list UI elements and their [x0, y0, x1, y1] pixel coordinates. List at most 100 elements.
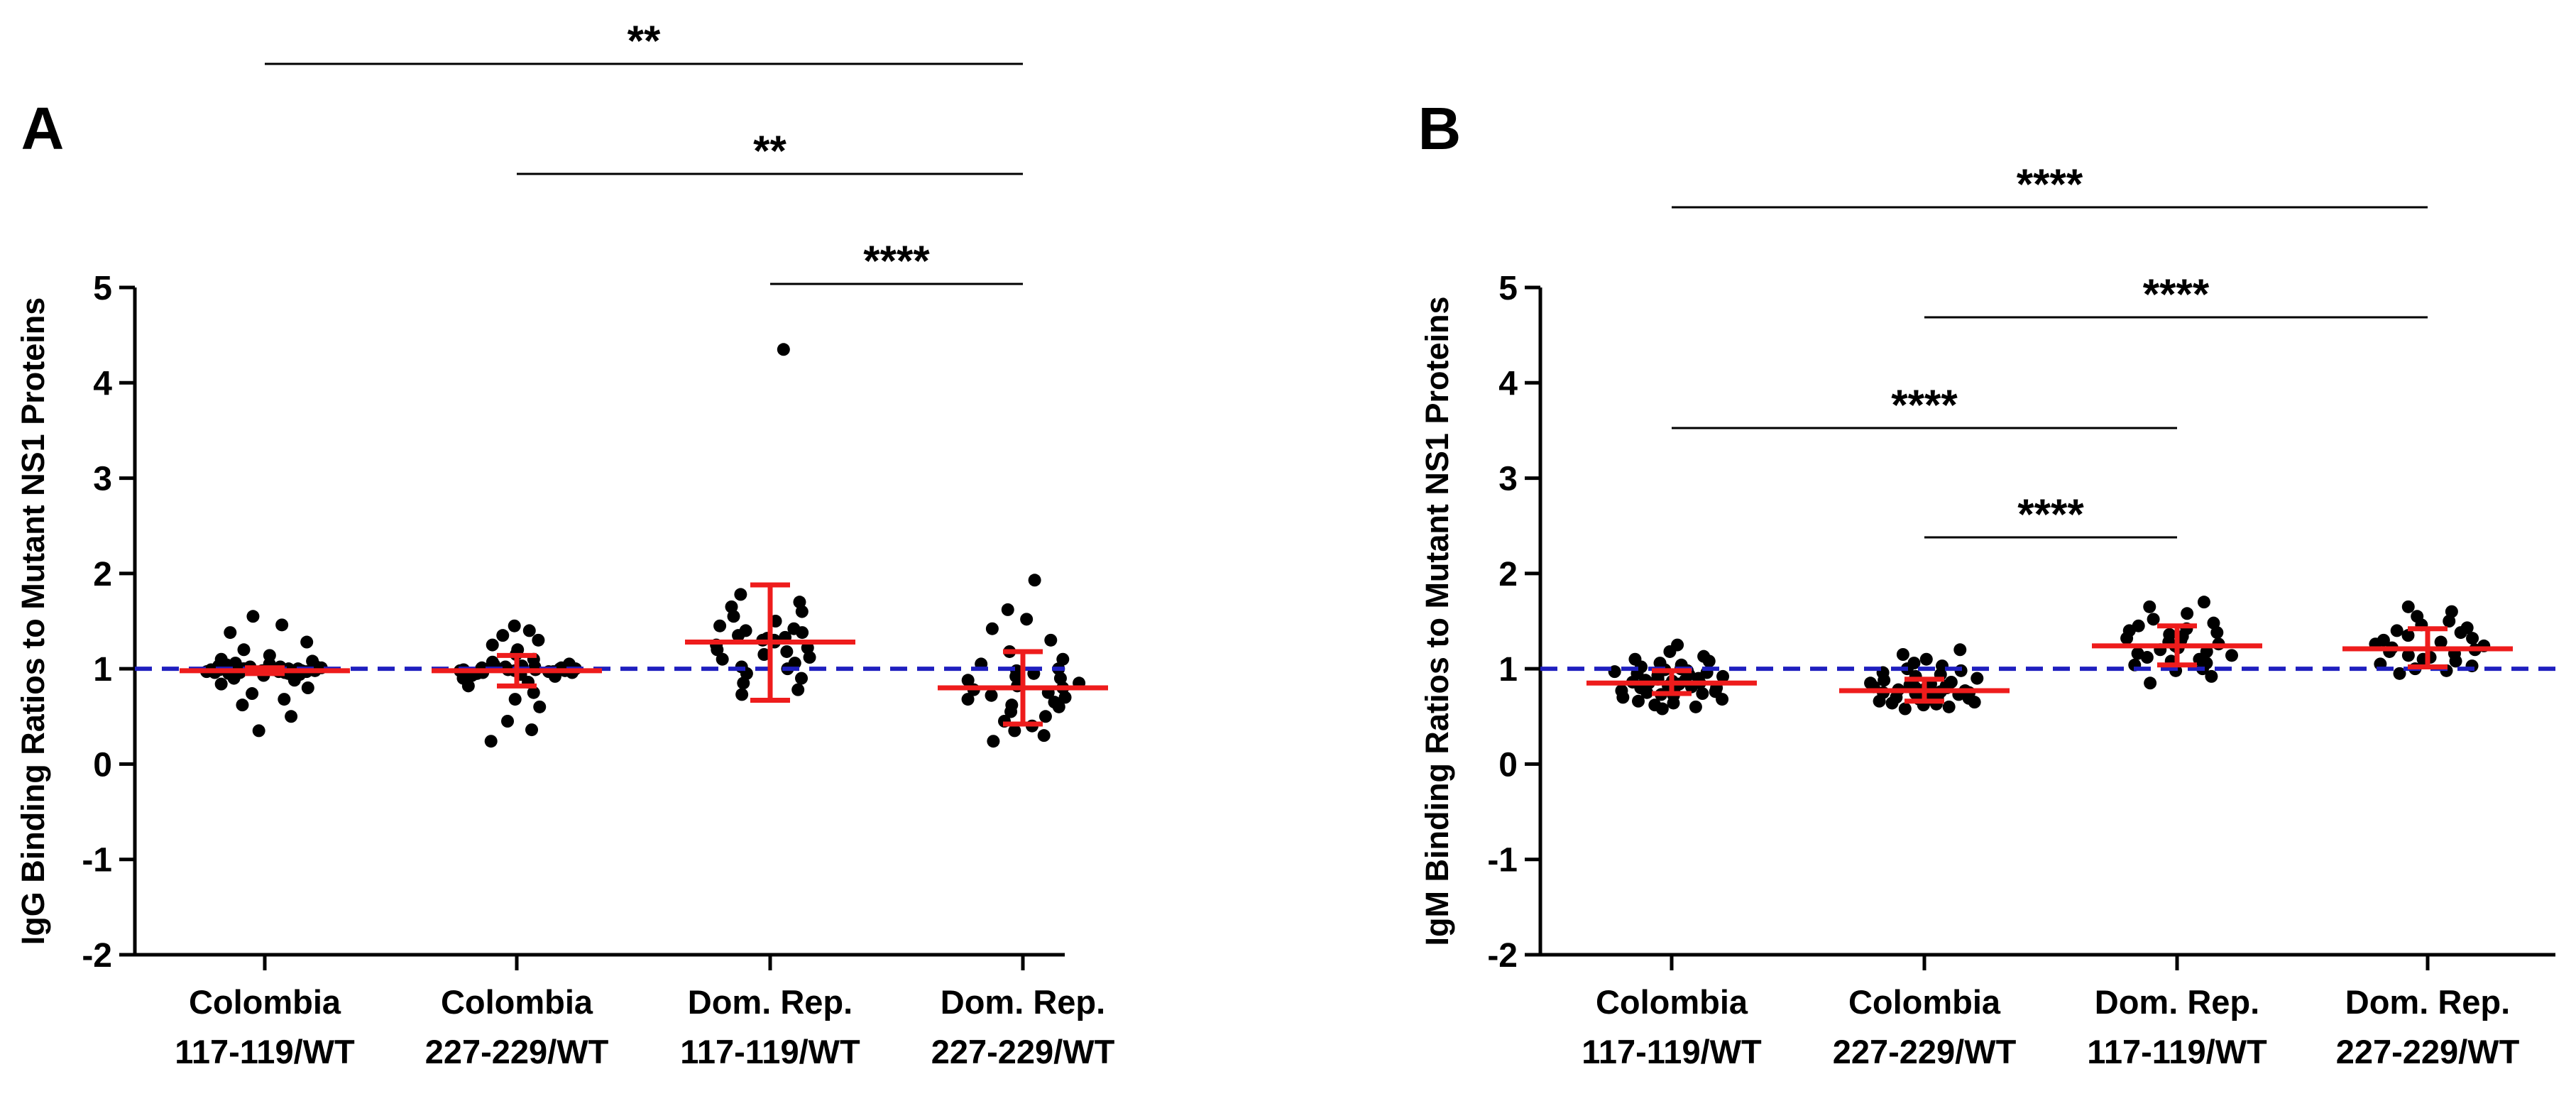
- data-point: [735, 688, 749, 701]
- data-point: [2460, 621, 2474, 635]
- data-point: [803, 651, 816, 664]
- data-point: [501, 715, 515, 728]
- data-point: [2434, 635, 2448, 649]
- x-tick-label-line1: Colombia: [441, 983, 593, 1021]
- y-tick-label: -2: [1487, 937, 1518, 975]
- data-point: [1005, 698, 1019, 712]
- y-tick-label: 0: [93, 746, 112, 784]
- y-tick-label: 2: [93, 556, 112, 593]
- x-tick-label-line1: Colombia: [1596, 983, 1748, 1021]
- data-point: [236, 698, 249, 712]
- data-point: [1048, 696, 1061, 709]
- data-point: [252, 724, 265, 738]
- data-point: [214, 652, 228, 666]
- data-point: [532, 633, 545, 647]
- y-axis-label: IgM Binding Ratios to Mutant NS1 Protein…: [1419, 297, 1455, 946]
- data-point: [2181, 607, 2194, 620]
- data-point: [1953, 643, 1967, 657]
- y-tick-label: 0: [1498, 746, 1518, 784]
- x-tick-label-line2: 117-119/WT: [175, 1033, 355, 1070]
- data-point: [486, 655, 499, 669]
- data-point: [2401, 629, 2415, 642]
- y-tick-label: 3: [93, 461, 112, 498]
- significance-label: ****: [1891, 381, 1958, 429]
- data-point: [1971, 672, 1984, 685]
- y-tick-label: 1: [93, 651, 112, 689]
- data-point: [1898, 702, 1912, 716]
- y-tick-label: -2: [82, 937, 112, 975]
- x-tick-label-line1: Dom. Rep.: [941, 983, 1105, 1021]
- data-point: [725, 600, 738, 613]
- data-point: [1028, 574, 1041, 587]
- data-point: [1716, 669, 1730, 683]
- data-point: [2144, 676, 2157, 690]
- y-tick-label: 4: [1498, 365, 1518, 402]
- data-point: [961, 674, 975, 687]
- data-point: [1058, 691, 1072, 704]
- panel-a: A IgG Binding Ratios to Mutant NS1 Protei…: [15, 17, 1115, 1070]
- data-point: [527, 686, 540, 699]
- data-point: [2147, 613, 2160, 626]
- x-tick-label-line1: Dom. Rep.: [2095, 983, 2259, 1021]
- significance-label: **: [753, 127, 786, 175]
- significance-label: ****: [2017, 491, 2084, 538]
- data-point: [224, 626, 237, 640]
- x-tick-label-line1: Colombia: [1848, 983, 2001, 1021]
- x-tick-label-line2: 117-119/WT: [2087, 1033, 2267, 1070]
- data-point: [301, 681, 314, 694]
- data-point: [508, 693, 522, 706]
- data-point: [713, 619, 727, 632]
- data-point: [285, 710, 298, 723]
- significance-label: ****: [2143, 270, 2210, 318]
- data-point: [2143, 600, 2156, 613]
- data-point: [237, 643, 251, 657]
- data-point: [734, 588, 747, 601]
- data-point: [1008, 724, 1021, 738]
- data-point: [987, 735, 1000, 748]
- data-point: [306, 654, 319, 668]
- data-point: [246, 610, 260, 623]
- data-point: [2132, 619, 2145, 632]
- data-point: [2131, 647, 2144, 660]
- significance-label: **: [627, 17, 661, 65]
- data-point: [793, 596, 806, 609]
- data-point: [1944, 675, 1958, 689]
- data-point: [486, 638, 499, 652]
- data-point: [801, 641, 814, 654]
- data-point: [1628, 652, 1642, 666]
- data-point: [739, 624, 752, 637]
- data-point: [2390, 624, 2404, 637]
- x-tick-label-line1: Dom. Rep.: [2345, 983, 2510, 1021]
- significance-label: ****: [2017, 160, 2083, 208]
- data-point: [1919, 652, 1933, 666]
- data-point: [727, 610, 740, 623]
- x-tick-label-line2: 117-119/WT: [680, 1033, 860, 1070]
- x-tick-label-line2: 227-229/WT: [2336, 1033, 2520, 1070]
- data-point: [961, 693, 975, 706]
- data-point: [2200, 645, 2213, 658]
- significance-label: ****: [863, 237, 930, 285]
- data-point: [1020, 613, 1034, 626]
- data-point: [1631, 694, 1645, 708]
- data-point: [795, 672, 809, 685]
- data-point: [1037, 729, 1051, 742]
- data-point: [1056, 652, 1070, 666]
- data-point: [263, 649, 276, 662]
- data-point: [525, 723, 539, 737]
- x-tick-label-line1: Dom. Rep.: [688, 983, 853, 1021]
- x-tick-label-line2: 117-119/WT: [1582, 1033, 1762, 1070]
- data-point: [780, 645, 794, 658]
- data-point: [2393, 667, 2406, 680]
- data-point: [2377, 633, 2390, 647]
- data-point: [1907, 657, 1921, 670]
- data-point: [2225, 649, 2239, 662]
- y-tick-label: -1: [1487, 842, 1518, 879]
- y-tick-label: 3: [1498, 461, 1518, 498]
- data-point: [522, 624, 536, 637]
- data-point: [1689, 700, 1702, 713]
- data-point: [1044, 633, 1058, 647]
- x-tick-label-line2: 227-229/WT: [931, 1033, 1115, 1070]
- data-point: [2205, 669, 2218, 683]
- data-point: [791, 683, 805, 696]
